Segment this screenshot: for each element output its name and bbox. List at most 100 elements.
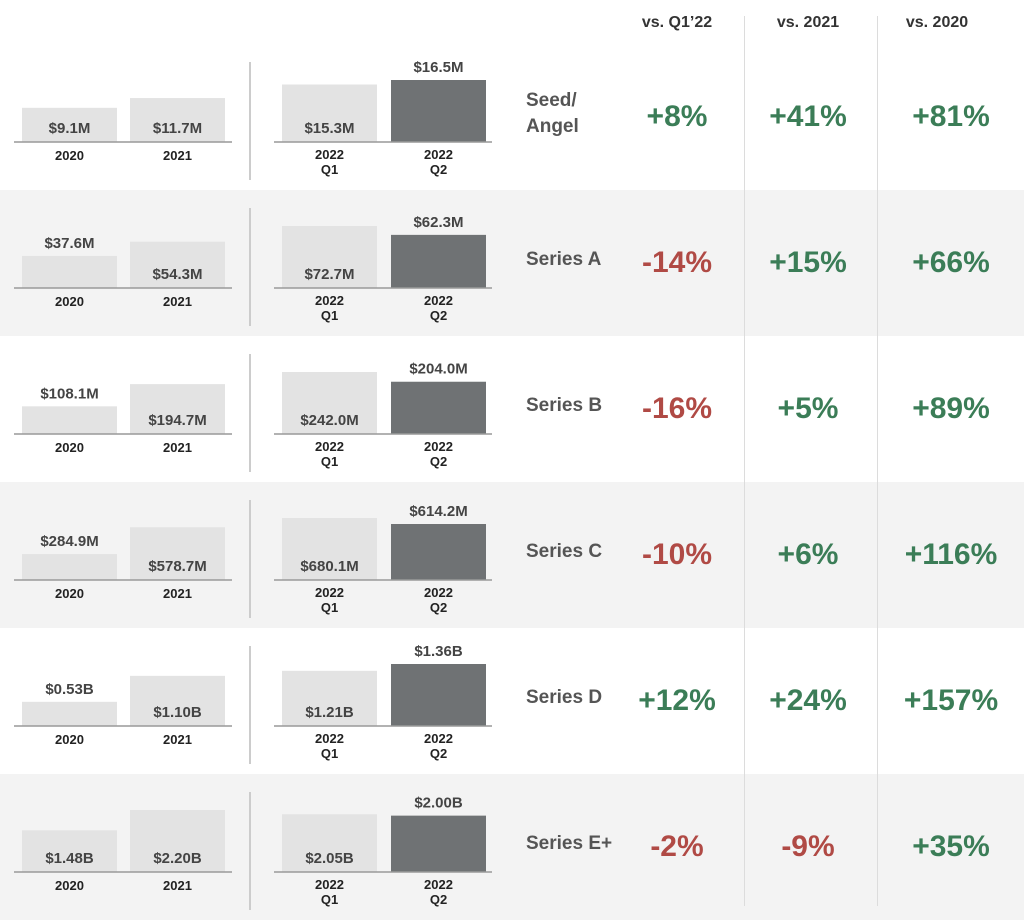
- tick-label-year: 2022: [315, 439, 344, 454]
- bar-value-label: $2.05B: [305, 850, 354, 867]
- tick-label-2021: 2021: [163, 148, 192, 163]
- pct-vs-q1-22: -16%: [641, 392, 713, 425]
- pct-vs-2020: +116%: [904, 538, 998, 571]
- bar-group: $0.53B2020$1.10B2021$1.21B2022Q1$1.36B20…: [14, 643, 492, 764]
- bar-value-label: $680.1M: [300, 558, 358, 575]
- bar-group: $108.1M2020$194.7M2021$242.0M2022Q1$204.…: [14, 354, 492, 472]
- bar-2021: [130, 98, 225, 142]
- tick-label-2021: 2021: [163, 440, 192, 455]
- bar-2021: [130, 675, 225, 726]
- bar-2022-q1: [282, 226, 377, 288]
- bar-value-label: $62.3M: [413, 214, 463, 231]
- tick-label-year: 2022: [315, 877, 344, 892]
- bar-value-label: $614.2M: [409, 503, 467, 520]
- tick-label-quarter: Q1: [321, 600, 338, 615]
- funding-row: $9.1M 2020 $11.7M 2021 $15.3M 2022 Q1 $16.5M 202…: [0, 44, 1024, 190]
- tick-label-quarter: Q2: [430, 454, 447, 469]
- bar-2022-q2: [391, 664, 486, 726]
- tick-label-year: 2022: [315, 147, 344, 162]
- bar-group: $37.6M2020$54.3M2021$72.7M2022Q1$62.3M20…: [14, 208, 492, 326]
- bar-value-label: $1.21B: [305, 704, 354, 721]
- tick-label-2021: 2021: [163, 586, 192, 601]
- bar-value-label: $0.53B: [45, 681, 94, 698]
- bar-2021: [130, 527, 225, 580]
- tick-label-2020: 2020: [55, 586, 84, 601]
- tick-label-quarter: Q2: [430, 600, 447, 615]
- bar-value-label: $2.00B: [414, 795, 463, 812]
- tick-label-year: 2022: [315, 585, 344, 600]
- tick-label-year: 2022: [315, 731, 344, 746]
- column-divider-1: [744, 16, 745, 906]
- bar-2022-q1: [282, 372, 377, 434]
- header-vs-2020: vs. 2020: [905, 14, 969, 31]
- bar-2022-q2: [391, 524, 486, 580]
- bar-2020: [22, 255, 117, 288]
- funding-row: $1.48B 2020 $2.20B 2021 $2.05B 2022 Q1 $2.00B 20…: [0, 774, 1024, 920]
- stage-label: Series D: [526, 687, 603, 708]
- bar-2022-q2: [391, 234, 486, 288]
- bar-value-label: $108.1M: [40, 385, 98, 402]
- tick-label-quarter: Q2: [430, 162, 447, 177]
- column-divider-2: [877, 16, 878, 906]
- tick-label-year: 2022: [424, 585, 453, 600]
- bar-2022-q2: [391, 815, 486, 872]
- pct-vs-q1-22: +12%: [638, 684, 716, 717]
- funding-row: $108.1M 2020 $194.7M 2021 $242.0M 2022 Q1 $204.…: [0, 336, 1024, 482]
- stage-label: Series C: [526, 541, 603, 562]
- bar-2022-q1: [282, 518, 377, 580]
- bar-2022-q1: [282, 670, 377, 726]
- tick-label-quarter: Q2: [430, 892, 447, 907]
- column-header: vs. Q1’22 vs. 2021 vs. 2020: [0, 0, 1024, 44]
- tick-label-quarter: Q1: [321, 454, 338, 469]
- pct-vs-q1-22: -14%: [641, 246, 713, 279]
- tick-label-quarter: Q1: [321, 746, 338, 761]
- bar-value-label: $284.9M: [40, 533, 98, 550]
- bar-value-label: $15.3M: [304, 120, 354, 137]
- bar-2021: [130, 241, 225, 288]
- pct-vs-2020: +89%: [912, 392, 990, 425]
- pct-vs-2020: +81%: [912, 100, 990, 133]
- bar-value-label: $9.1M: [49, 120, 91, 137]
- bar-value-label: $194.7M: [148, 412, 206, 429]
- tick-label-year: 2022: [424, 293, 453, 308]
- bar-2022-q1: [282, 814, 377, 872]
- stage-label: Series A: [526, 249, 602, 270]
- tick-label-year: 2022: [424, 877, 453, 892]
- tick-label-2020: 2020: [55, 148, 84, 163]
- tick-label-2021: 2021: [163, 732, 192, 747]
- tick-label-2020: 2020: [55, 878, 84, 893]
- pct-vs-2021: +15%: [769, 246, 847, 279]
- tick-label-quarter: Q1: [321, 308, 338, 323]
- tick-label-year: 2022: [315, 293, 344, 308]
- tick-label-year: 2022: [424, 731, 453, 746]
- bar-group: $1.48B2020$2.20B2021$2.05B2022Q1$2.00B20…: [14, 792, 492, 910]
- stage-label: Series B: [526, 395, 603, 416]
- bar-value-label: $242.0M: [300, 412, 358, 429]
- pct-vs-2021: +5%: [777, 392, 839, 425]
- tick-label-2020: 2020: [55, 440, 84, 455]
- pct-vs-q1-22: +8%: [646, 100, 708, 133]
- bar-2020: [22, 554, 117, 580]
- stage-label: Seed/ Angel: [526, 90, 579, 137]
- tick-label-year: 2022: [424, 147, 453, 162]
- bar-value-label: $1.36B: [414, 643, 463, 660]
- tick-label-2020: 2020: [55, 732, 84, 747]
- funding-row: $37.6M 2020 $54.3M 2021 $72.7M 2022 Q1 $62.3M 20…: [0, 190, 1024, 336]
- bar-2021: [130, 384, 225, 434]
- bar-2021: [130, 810, 225, 872]
- tick-label-2021: 2021: [163, 878, 192, 893]
- pct-vs-2020: +157%: [903, 684, 999, 717]
- pct-vs-2020: +35%: [912, 830, 990, 863]
- tick-label-quarter: Q2: [430, 746, 447, 761]
- bar-group: $9.1M2020$11.7M2021$15.3M2022Q1$16.5M202…: [14, 59, 492, 180]
- bar-value-label: $11.7M: [153, 120, 202, 137]
- pct-vs-2021: +6%: [777, 538, 839, 571]
- bar-2022-q2: [391, 381, 486, 434]
- funding-row: $0.53B 2020 $1.10B 2021 $1.21B 2022 Q1 $1.36B 20…: [0, 628, 1024, 774]
- funding-row: $284.9M 2020 $578.7M 2021 $680.1M 2022 Q1 $614.…: [0, 482, 1024, 628]
- tick-label-year: 2022: [424, 439, 453, 454]
- pct-vs-q1-22: -10%: [641, 538, 713, 571]
- bar-value-label: $16.5M: [413, 59, 463, 76]
- tick-label-quarter: Q1: [321, 892, 338, 907]
- bar-2020: [22, 406, 117, 434]
